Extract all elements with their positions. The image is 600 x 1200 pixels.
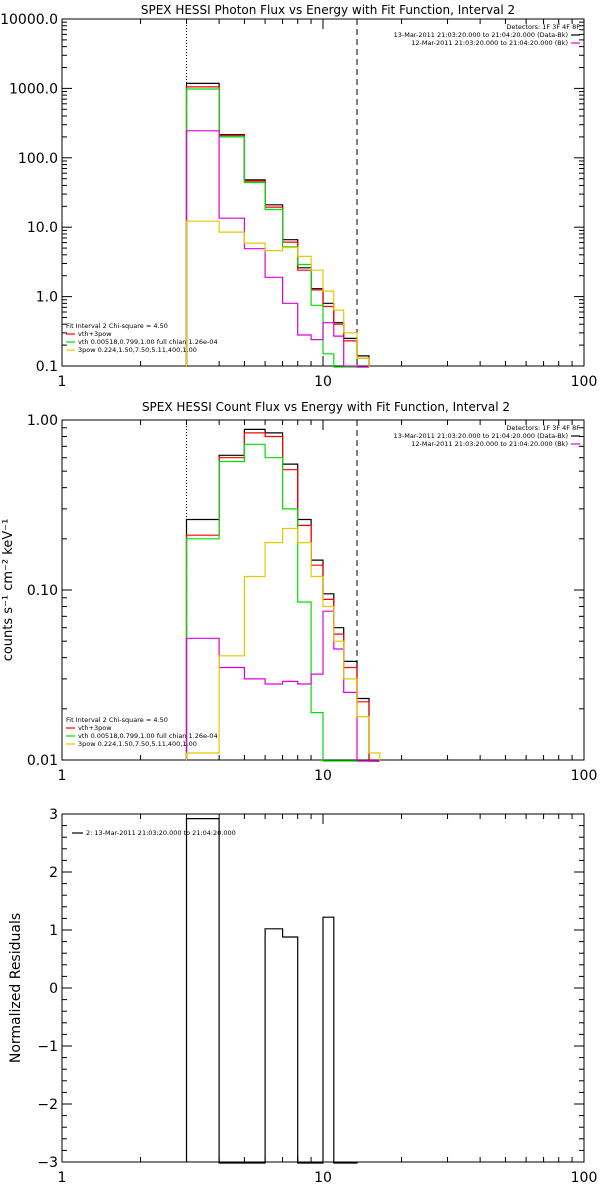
count-flux-fit-legend-line: Fit Interval 2 Chi-square = 4.50 [66, 716, 168, 724]
photon-flux-black-histogram [185, 82, 370, 367]
residuals-series [185, 818, 358, 1164]
residuals-y-tick-label: −2 [37, 1097, 58, 1113]
count-flux-y-tick-label: 0.01 [27, 753, 58, 769]
residuals-x-tick-label: 1 [58, 1170, 67, 1186]
photon-flux-fit-legend-line: Fit Interval 2 Chi-square = 4.50 [66, 322, 168, 330]
photon-flux-x-tick-label: 100 [571, 374, 598, 390]
residuals-y-tick-label: −1 [37, 1039, 58, 1055]
residuals-ticks: 1 10 100 −3 −2 −1 0 1 2 3 [37, 807, 597, 1186]
residuals-panel: Normalized Residuals 1 10 100 −3 −2 −1 0 1 2 3 2:… [8, 807, 597, 1186]
residuals-black-histogram [185, 818, 358, 1164]
count-flux-y-axis-label: counts s⁻¹ cm⁻² keV⁻¹ [1, 519, 16, 662]
count-flux-fit-legend-line: vth 0.00518,0.799,1.00 full chian 1.26e-… [78, 732, 218, 740]
photon-flux-y-tick-label: 10.0 [27, 220, 58, 236]
photon-flux-y-tick-label: 1.0 [36, 290, 58, 306]
count-flux-fit-legend-line: vth+3pow [78, 724, 112, 732]
photon-flux-y-tick-label: 10000.0 [0, 12, 58, 28]
count-flux-range-markers [186, 420, 358, 760]
photon-flux-panel: SPEX HESSI Photon Flux vs Energy with Fi… [0, 3, 597, 390]
photon-flux-range-markers [186, 19, 358, 366]
photon-flux-magenta-histogram [185, 130, 369, 368]
photon-flux-fit-legend-line: 3pow 0.224,1.50,7.50,5.11,400,1.00 [78, 346, 197, 354]
residuals-y-tick-label: 3 [49, 807, 58, 823]
count-flux-x-tick-label: 10 [314, 768, 332, 784]
photon-flux-yellow-histogram [185, 220, 370, 367]
count-flux-title: SPEX HESSI Count Flux vs Energy with Fit… [142, 400, 510, 414]
photon-flux-y-tick-label: 0.1 [36, 359, 58, 375]
count-flux-x-tick-label: 1 [58, 768, 67, 784]
photon-flux-fit-legend-line: vth 0.00518,0.799,1.00 full chian 1.26e-… [78, 338, 218, 346]
count-flux-magenta-histogram [185, 610, 380, 762]
photon-flux-series [185, 82, 370, 368]
count-flux-ticks: 1 10 100 0.01 0.10 1.00 [27, 413, 598, 784]
count-flux-panel: SPEX HESSI Count Flux vs Energy with Fit… [1, 400, 597, 784]
photon-flux-title: SPEX HESSI Photon Flux vs Energy with Fi… [141, 3, 515, 17]
count-flux-y-tick-label: 0.10 [27, 583, 58, 599]
photon-flux-detector-legend-line: 13-Mar-2011 21:03:20.000 to 21:04:20.000… [394, 31, 568, 39]
residuals-y-tick-label: −3 [37, 1155, 58, 1171]
count-flux-detector-legend-line: 12-Mar-2011 21:03:20.000 to 21:04:20.000… [411, 440, 568, 448]
count-flux-detector-legend-line: Detectors: 1F 3F 4F 8F [506, 424, 580, 432]
residuals-y-axis-label: Normalized Residuals [8, 913, 24, 1063]
photon-flux-fit-legend-line: vth+3pow [78, 330, 112, 338]
count-flux-fit-legend-line: 3pow 0.224,1.50,7.50,5.11,400,1.00 [78, 740, 197, 748]
residuals-y-tick-label: 0 [49, 981, 58, 997]
count-flux-yellow-histogram [185, 527, 381, 761]
residuals-legend: 2: 13-Mar-2011 21:03:20.000 to 21:04:20.… [72, 829, 236, 837]
residuals-y-tick-label: 2 [49, 865, 58, 881]
count-flux-detector-legend-line: 13-Mar-2011 21:03:20.000 to 21:04:20.000… [394, 432, 568, 440]
photon-flux-detector-legend-line: Detectors: 1F 3F 4F 8F [506, 23, 580, 31]
photon-flux-detector-legend-line: 12-Mar-2011 21:03:20.000 to 21:04:20.000… [411, 39, 568, 47]
residuals-legend-label: 2: 13-Mar-2011 21:03:20.000 to 21:04:20.… [86, 829, 236, 837]
residuals-x-tick-label: 100 [571, 1170, 598, 1186]
count-flux-x-tick-label: 100 [571, 768, 598, 784]
photon-flux-x-tick-label: 1 [58, 374, 67, 390]
photon-flux-ticks: 1 10 100 0.1 1.0 10.0 100.0 1000.0 10000.0 [0, 12, 597, 390]
photon-flux-y-tick-label: 1000.0 [9, 81, 58, 97]
count-flux-green-histogram [185, 443, 380, 762]
photon-flux-x-tick-label: 10 [314, 374, 332, 390]
count-flux-y-tick-label: 1.00 [27, 413, 58, 429]
photon-flux-fit-legend: Fit Interval 2 Chi-square = 4.50vth+3pow… [66, 322, 218, 354]
photon-flux-y-tick-label: 100.0 [18, 151, 58, 167]
count-flux-fit-legend: Fit Interval 2 Chi-square = 4.50vth+3pow… [66, 716, 218, 748]
residuals-x-tick-label: 10 [314, 1170, 332, 1186]
residuals-y-tick-label: 1 [49, 923, 58, 939]
photon-flux-red-histogram [185, 86, 370, 367]
count-flux-series [185, 428, 381, 762]
